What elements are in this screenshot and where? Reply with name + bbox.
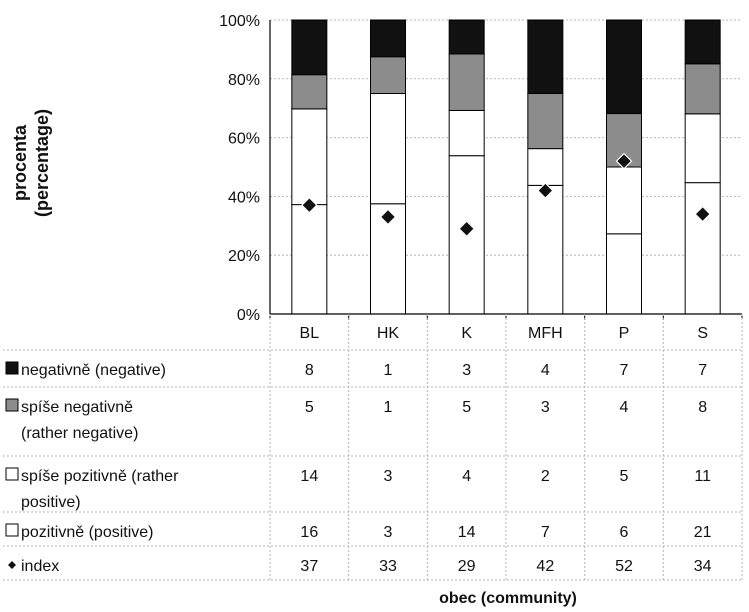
index-point (536, 182, 554, 199)
table-row-label: spíše pozitivně (rather (21, 468, 179, 485)
y-axis-title-line2: (percentage) (32, 109, 52, 217)
category-label: BL (300, 325, 320, 342)
table-cell-value: 7 (698, 362, 707, 379)
bar-segment (606, 19, 642, 115)
table-cell-value: 52 (615, 558, 633, 575)
table-row-label: negativně (negative) (21, 362, 166, 379)
table-cell-value: 3 (384, 468, 393, 485)
bar-segment (448, 19, 485, 55)
table-cell-value: 21 (694, 524, 712, 541)
bar-segment (291, 19, 328, 76)
bar-segment (448, 109, 485, 157)
table-cell-value: 29 (458, 558, 476, 575)
table-cell-value: 4 (462, 468, 471, 485)
y-tick-label: 0% (237, 307, 260, 324)
y-tick-label: 60% (228, 131, 260, 148)
table-cell-value: 16 (300, 524, 318, 541)
table-row-label: pozitivně (positive) (21, 524, 154, 541)
legend-diamond-icon (8, 561, 16, 569)
index-point (694, 205, 712, 223)
table-cell-value: 1 (384, 399, 393, 416)
bars (291, 19, 721, 315)
table-row-label: positive) (21, 494, 81, 511)
bar-segment (527, 93, 564, 150)
index-point (615, 152, 633, 170)
table-cell-value: 14 (458, 524, 476, 541)
category-label: MFH (528, 325, 563, 342)
table-cell-value: 4 (541, 362, 550, 379)
x-axis-title: obec (community) (439, 590, 577, 607)
table-row-label: spíše negativně (21, 399, 133, 416)
category-label: P (619, 325, 630, 342)
bar-segment (684, 63, 721, 115)
table-row-label: index (21, 558, 59, 575)
bar-segment (370, 56, 406, 94)
table-cell-value: 3 (384, 524, 393, 541)
table-cell-value: 11 (694, 468, 711, 485)
bar-segment (527, 19, 564, 94)
table-cell-value: 7 (620, 362, 629, 379)
category-label: HK (377, 325, 400, 342)
table-cell-value: 5 (305, 399, 314, 416)
y-tick-label: 20% (228, 248, 260, 265)
table-cell-value: 33 (379, 558, 397, 575)
table-cell-value: 1 (384, 362, 393, 379)
table-cell-value: 4 (620, 399, 629, 416)
table-cell-value: 5 (462, 399, 471, 416)
legend-black-square-icon (5, 361, 19, 375)
gridlines (270, 19, 742, 256)
table-cell-value: 6 (620, 524, 629, 541)
category-label: K (461, 325, 472, 342)
legend-white-square-icon (5, 523, 19, 537)
bar-segment (527, 148, 564, 186)
bar-segment (448, 53, 485, 111)
y-tick-label: 100% (219, 13, 260, 30)
bar-segment (606, 166, 642, 235)
bar-segment (291, 74, 328, 110)
y-axis-title-line1: procenta (10, 124, 30, 201)
bar-segment (370, 93, 406, 205)
bar-segment (684, 113, 721, 184)
y-tick-label: 80% (228, 72, 260, 89)
table-cell-value: 5 (620, 468, 629, 485)
category-label: S (697, 325, 708, 342)
bar-segment (684, 19, 721, 65)
y-tick-labels: 0% 20% 40% 60% 80% 100% (219, 13, 260, 324)
table-cell-value: 3 (541, 399, 550, 416)
table-cell-value: 3 (462, 362, 471, 379)
index-point (458, 220, 476, 238)
index-markers (300, 152, 712, 238)
table-row-label: (rather negative) (21, 425, 138, 442)
bar-segment (291, 108, 328, 206)
legend-grey-square-icon (5, 398, 19, 412)
table-cell-value: 7 (541, 524, 550, 541)
index-point (300, 196, 318, 214)
bar-segment (527, 184, 564, 315)
table-cell-value: 14 (300, 468, 318, 485)
table-cell-value: 2 (541, 468, 550, 485)
table-cell-value: 34 (694, 558, 712, 575)
axes (269, 20, 743, 320)
bar-segment (370, 19, 406, 58)
index-point (379, 208, 397, 226)
bar-segment (684, 182, 721, 315)
y-tick-label: 40% (228, 189, 260, 206)
table-cell-value: 42 (536, 558, 554, 575)
table-cell-value: 8 (305, 362, 314, 379)
legend-white-square-icon (5, 467, 19, 481)
table-cell-value: 37 (300, 558, 318, 575)
bar-segment (291, 204, 328, 315)
bar-segment (606, 233, 642, 315)
table-cell-value: 8 (698, 399, 707, 416)
